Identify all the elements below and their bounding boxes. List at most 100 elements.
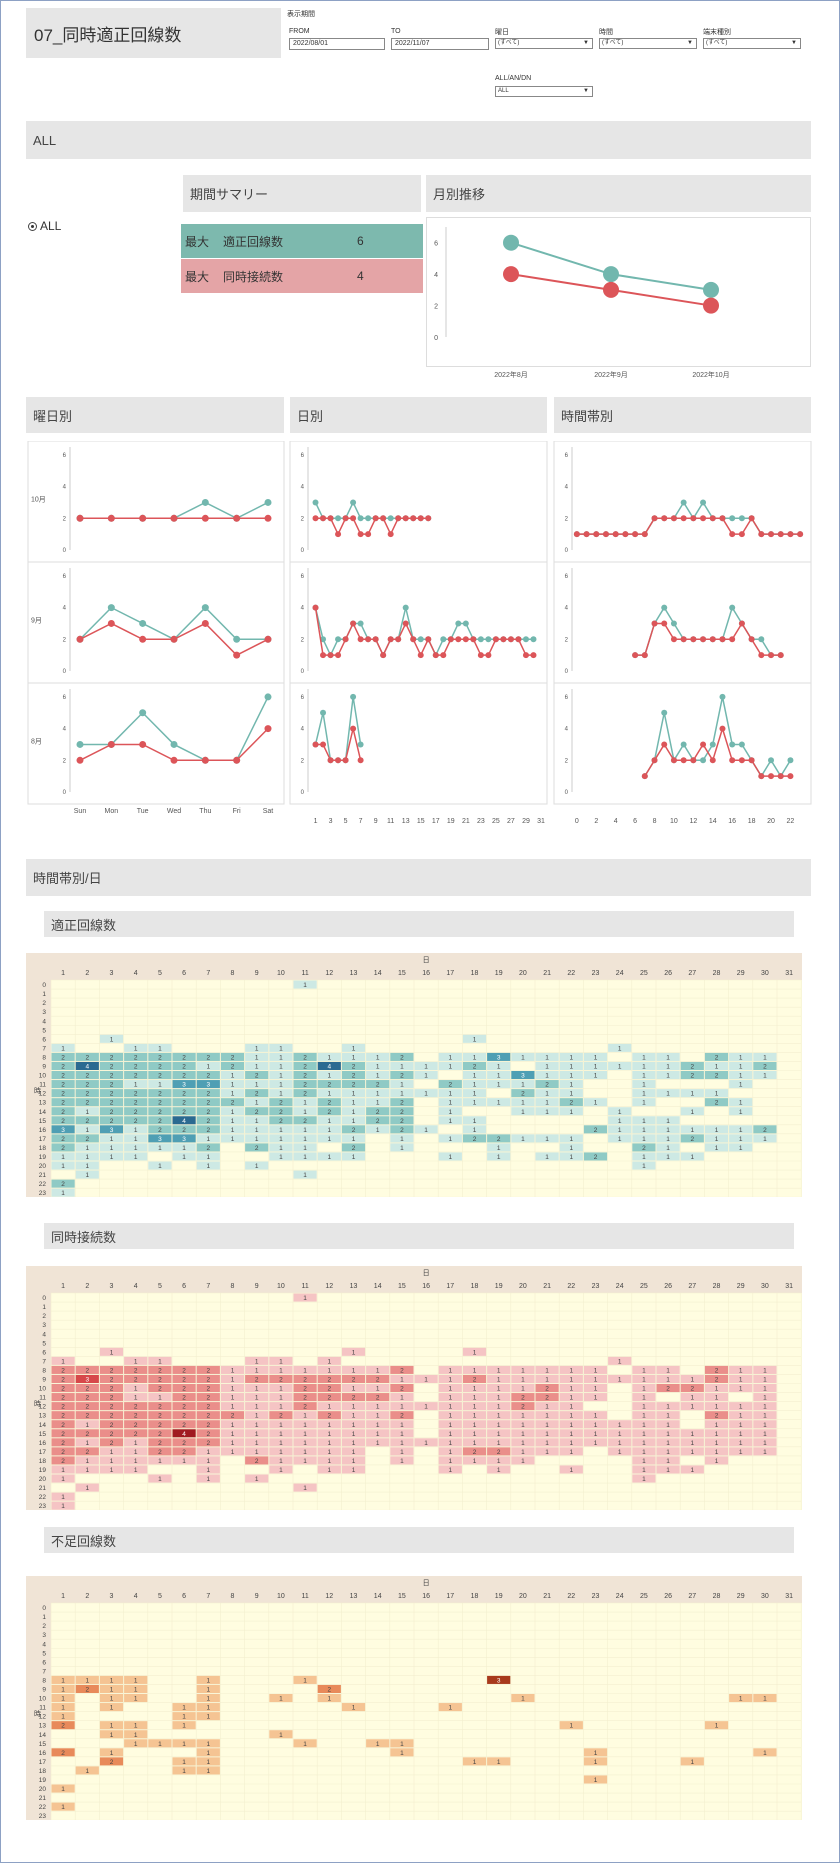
heatmap-cell-value: 2 — [206, 1404, 210, 1411]
data-point — [139, 709, 147, 717]
heatmap-cell — [366, 1384, 390, 1393]
heatmap-cell-value: 1 — [61, 1687, 65, 1694]
heatmap-cell — [245, 1098, 269, 1107]
heatmap-cell — [535, 1061, 559, 1070]
heatmap-cell-value: 1 — [303, 1413, 307, 1420]
data-point — [350, 693, 357, 700]
heatmap-cell-value: 1 — [255, 1422, 259, 1429]
heatmap-cell — [317, 1116, 341, 1125]
heatmap-cell — [753, 1429, 777, 1438]
y-tick-label: 6 — [63, 695, 67, 701]
heatmap-col-label: 6 — [182, 1593, 186, 1600]
heatmap-cell — [51, 1465, 75, 1474]
heatmap-cell-value: 1 — [134, 1440, 138, 1447]
heatmap-cell — [487, 1465, 511, 1474]
heatmap-col-label: 12 — [325, 1593, 333, 1600]
heatmap-cell-value: 2 — [327, 1413, 331, 1420]
heatmap-cell — [341, 1089, 366, 1098]
heatmap-cell — [51, 1420, 75, 1429]
y-tick-label: 6 — [301, 453, 305, 459]
heatmap-cell — [269, 1429, 293, 1438]
heatmap-col-label: 3 — [110, 1593, 114, 1600]
heatmap-cell-value: 1 — [569, 1054, 573, 1061]
heatmap-row-label: 19 — [39, 1467, 47, 1474]
heatmap-cell-value: 2 — [303, 1082, 307, 1089]
heatmap-cell-value: 1 — [134, 1358, 138, 1365]
heatmap-row-label: 0 — [42, 1605, 46, 1612]
data-point — [335, 515, 342, 522]
heatmap-cell — [583, 1152, 608, 1161]
heatmap-row-label: 13 — [39, 1723, 47, 1730]
heatmap-cell-value: 1 — [569, 1422, 573, 1429]
from-date-input[interactable]: 2022/08/01 — [289, 38, 385, 50]
heatmap-cell-value: 1 — [763, 1054, 767, 1061]
data-point — [312, 741, 319, 748]
heatmap-cell-value: 2 — [110, 1091, 114, 1098]
heatmap-cell — [51, 1748, 75, 1757]
heatmap-cell — [729, 1384, 753, 1393]
heatmap-cell-value: 2 — [134, 1422, 138, 1429]
terminal-select[interactable]: (すべて) ▼ — [703, 38, 801, 49]
heatmap-cell — [51, 1089, 75, 1098]
heatmap-row-label: 21 — [39, 1172, 47, 1179]
heatmap-cell-value: 2 — [134, 1367, 138, 1374]
heatmap-cell-value: 1 — [715, 1449, 719, 1456]
heatmap-cell — [124, 1356, 148, 1365]
heatmap-row-label: 1 — [42, 1614, 46, 1621]
heatmap-cell — [366, 1107, 390, 1116]
to-date-input[interactable]: 2022/11/07 — [391, 38, 489, 50]
data-point — [709, 741, 716, 748]
heatmap-cell-value: 1 — [424, 1377, 428, 1384]
weekday-select[interactable]: (すべて) ▼ — [495, 38, 593, 49]
all-radio[interactable]: ALL — [28, 219, 61, 233]
heatmap-cell-value: 2 — [206, 1395, 210, 1402]
heatmap-cell — [656, 1402, 680, 1411]
heatmap-row-label: 23 — [39, 1503, 47, 1510]
heatmap-cell-value: 1 — [618, 1358, 622, 1365]
heatmap-row-label: 4 — [42, 1018, 46, 1025]
heatmap-cell-value: 1 — [715, 1127, 719, 1134]
y-tick-label: 0 — [301, 669, 305, 675]
heatmap-col-label: 9 — [255, 970, 259, 977]
heatmap-col-label: 7 — [206, 1283, 210, 1290]
heatmap-cell — [220, 1420, 245, 1429]
heatmap-cell — [608, 1438, 632, 1447]
data-point — [357, 757, 364, 764]
heatmap-cell-value: 1 — [279, 1367, 283, 1374]
data-point — [738, 757, 745, 764]
heatmap-cell — [366, 1098, 390, 1107]
heatmap-cell-value: 2 — [61, 1723, 65, 1730]
heatmap-row-label: 13 — [39, 1413, 47, 1420]
allandn-select[interactable]: ALL ▼ — [495, 86, 593, 97]
heatmap-col-label: 1 — [61, 1283, 65, 1290]
heatmap-cell-value: 2 — [231, 1054, 235, 1061]
heatmap-cell-value: 1 — [715, 1404, 719, 1411]
heatmap-cell — [51, 1411, 75, 1420]
heatmap-cell-value: 2 — [158, 1377, 162, 1384]
data-point — [350, 725, 357, 732]
data-point — [139, 635, 147, 643]
heatmap-cell-value: 1 — [666, 1073, 670, 1080]
heatmap-cell — [317, 1694, 341, 1703]
heatmap-cell — [75, 1152, 99, 1161]
heatmap-cell-value: 1 — [110, 1732, 114, 1739]
y-tick-label: 2 — [565, 758, 569, 764]
heatmap-cell — [462, 1116, 487, 1125]
heatmap-cell — [390, 1429, 414, 1438]
heatmap-cell — [220, 1125, 245, 1134]
heatmap-cell-value: 1 — [376, 1127, 380, 1134]
data-point — [107, 514, 115, 522]
heatmap-col-label: 15 — [398, 970, 406, 977]
heatmap-cell-value: 1 — [473, 1422, 477, 1429]
hour-select[interactable]: (すべて) ▼ — [599, 38, 697, 49]
monthly-chart-frame — [426, 217, 811, 367]
heatmap-cell-value: 1 — [521, 1054, 525, 1061]
heatmap-cell-value: 1 — [739, 1073, 743, 1080]
heatmap-cell-value: 1 — [327, 1073, 331, 1080]
heatmap-cell-value: 1 — [158, 1476, 162, 1483]
heatmap-cell — [438, 1402, 462, 1411]
heatmap-cell-value: 1 — [279, 1045, 283, 1052]
heatmap-cell-value: 1 — [400, 1440, 404, 1447]
data-point — [522, 652, 529, 659]
heatmap-cell — [438, 1152, 462, 1161]
